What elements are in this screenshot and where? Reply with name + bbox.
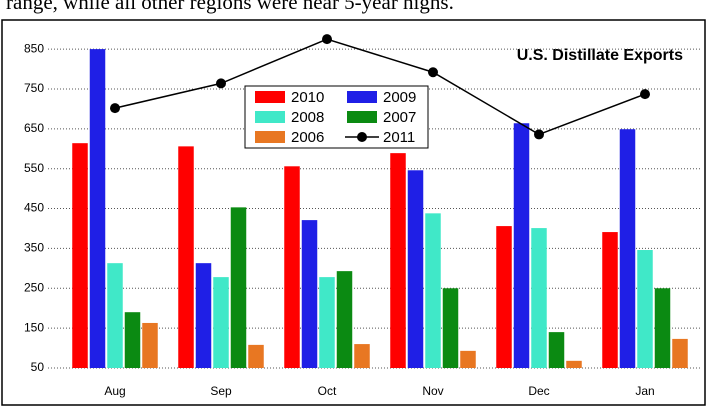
x-tick-label: Sep [210,384,232,398]
x-tick-label: Jan [635,384,654,398]
bar [354,344,370,368]
bar [230,207,247,368]
y-tick-label: 850 [24,41,44,55]
bar [425,213,441,368]
legend-label: 2011 [383,129,415,146]
bar [566,360,582,368]
line-point [640,89,650,100]
bar [301,220,318,368]
bar [89,49,106,369]
legend-label: 2006 [291,129,324,146]
line-point [216,78,226,89]
bar [460,350,476,368]
y-tick-label: 450 [24,201,44,215]
legend-label: 2010 [291,89,324,106]
bar [284,166,300,368]
line-point [110,103,120,114]
legend-swatch [357,132,367,142]
bar [195,263,212,368]
y-tick-label: 750 [24,81,44,95]
bar [407,170,424,368]
bar [531,228,547,368]
bar [142,322,158,368]
x-tick-label: Aug [104,384,125,398]
y-tick-label: 250 [24,280,44,294]
bar [213,277,229,368]
legend-swatch [347,111,377,123]
line-series [114,38,646,136]
bar [72,143,88,368]
legend-swatch [255,131,285,143]
bar [496,226,512,368]
y-tick-label: 550 [24,161,44,175]
legend-swatch [255,91,285,103]
bar [336,271,353,368]
bar [672,338,688,368]
line-point [322,34,332,45]
bar [548,332,565,368]
chart-title: U.S. Distillate Exports [517,47,683,64]
line-point [428,67,438,78]
caption: range, while all other regions were near… [6,0,454,14]
bar [178,146,194,368]
bar [513,123,530,369]
legend-label: 2007 [383,109,416,126]
bar [602,232,618,368]
legend-label: 2008 [291,109,324,126]
x-tick-label: Oct [318,384,337,398]
bar [637,250,653,368]
bar [248,344,264,368]
bar [619,129,636,368]
x-tick-label: Dec [528,384,549,398]
y-tick-label: 350 [24,241,44,255]
bar [442,288,459,368]
legend-label: 2009 [383,89,416,106]
x-tick-label: Nov [422,384,443,398]
y-tick-label: 50 [31,360,45,374]
chart-frame [1,19,706,406]
y-tick-label: 150 [24,320,44,334]
legend-swatch [255,111,285,123]
bar [124,312,141,368]
y-tick-label: 650 [24,121,44,135]
bar [107,263,123,368]
bar [319,277,335,368]
bar [390,153,406,368]
legend-swatch [347,91,377,103]
line-point [534,129,544,140]
bar [654,288,671,368]
